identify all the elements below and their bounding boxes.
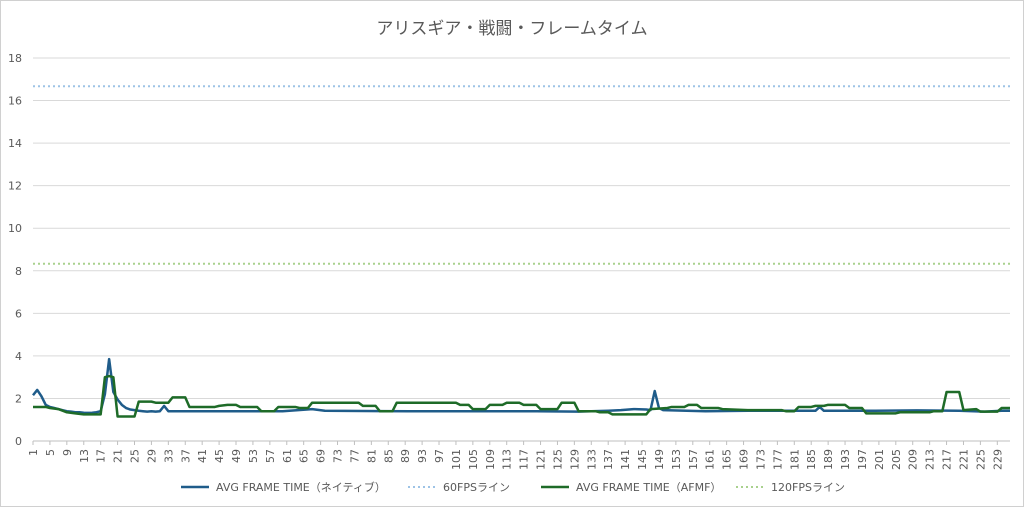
legend-label: 60FPSライン	[443, 481, 510, 494]
x-tick-label: 97	[433, 449, 446, 463]
x-tick-label: 121	[535, 449, 548, 470]
x-tick-label: 133	[585, 449, 598, 470]
x-tick-label: 181	[788, 449, 801, 470]
x-tick-label: 153	[670, 449, 683, 470]
x-tick-label: 61	[281, 449, 294, 463]
x-tick-label: 109	[484, 449, 497, 470]
x-tick-label: 41	[196, 449, 209, 463]
x-tick-label: 93	[416, 449, 429, 463]
x-tick-label: 177	[771, 449, 784, 470]
x-tick-label: 1	[27, 449, 40, 456]
x-tick-label: 113	[501, 449, 514, 470]
y-tick-label: 8	[15, 265, 22, 278]
x-tick-label: 105	[467, 449, 480, 470]
x-tick-label: 137	[602, 449, 615, 470]
x-tick-label: 193	[839, 449, 852, 470]
x-tick-label: 21	[112, 449, 125, 463]
x-tick-label: 33	[162, 449, 175, 463]
y-tick-label: 12	[8, 180, 22, 193]
x-tick-label: 161	[704, 449, 717, 470]
x-tick-label: 129	[568, 449, 581, 470]
x-tick-label: 201	[873, 449, 886, 470]
x-tick-label: 205	[890, 449, 903, 470]
x-tick-label: 5	[44, 449, 57, 456]
x-tick-label: 49	[230, 449, 243, 463]
x-tick-label: 185	[805, 449, 818, 470]
y-tick-label: 4	[15, 350, 22, 363]
legend-label: AVG FRAME TIME（ネイティブ）	[216, 480, 386, 494]
x-tick-label: 145	[636, 449, 649, 470]
x-tick-label: 13	[78, 449, 91, 463]
x-tick-label: 37	[179, 449, 192, 463]
x-tick-label: 73	[332, 449, 345, 463]
x-tick-label: 85	[382, 449, 395, 463]
x-tick-label: 149	[653, 449, 666, 470]
x-tick-label: 101	[450, 449, 463, 470]
x-tick-label: 77	[348, 449, 361, 463]
y-tick-label: 14	[8, 137, 22, 150]
x-tick-label: 69	[315, 449, 328, 463]
x-tick-label: 9	[61, 449, 74, 456]
chart-title: アリスギア・戦闘・フレームタイム	[376, 19, 648, 39]
y-tick-label: 0	[15, 435, 22, 448]
x-tick-label: 65	[298, 449, 311, 463]
x-tick-label: 221	[957, 449, 970, 470]
x-tick-label: 217	[941, 449, 954, 470]
x-tick-label: 197	[856, 449, 869, 470]
x-tick-label: 125	[551, 449, 564, 470]
y-tick-label: 6	[15, 307, 22, 320]
x-tick-label: 81	[365, 449, 378, 463]
x-tick-label: 209	[907, 449, 920, 470]
legend-label: AVG FRAME TIME（AFMF）	[576, 481, 721, 494]
x-tick-label: 169	[738, 449, 751, 470]
y-tick-label: 2	[15, 392, 22, 405]
x-tick-label: 117	[518, 449, 531, 470]
x-tick-label: 57	[264, 449, 277, 463]
legend-label: 120FPSライン	[771, 481, 845, 494]
x-tick-label: 225	[974, 449, 987, 470]
series-line-3	[33, 374, 1010, 418]
x-tick-label: 173	[754, 449, 767, 470]
y-tick-label: 16	[8, 95, 22, 108]
x-tick-label: 29	[145, 449, 158, 463]
x-tick-label: 25	[129, 449, 142, 463]
x-tick-label: 189	[822, 449, 835, 470]
y-tick-label: 10	[8, 222, 22, 235]
x-tick-label: 141	[619, 449, 632, 470]
y-tick-label: 18	[8, 52, 22, 65]
x-tick-label: 53	[247, 449, 260, 463]
x-tick-label: 17	[95, 449, 108, 463]
x-tick-label: 45	[213, 449, 226, 463]
x-tick-label: 89	[399, 449, 412, 463]
x-tick-label: 157	[687, 449, 700, 470]
x-tick-label: 165	[721, 449, 734, 470]
x-tick-label: 229	[991, 449, 1004, 470]
x-tick-label: 213	[924, 449, 937, 470]
